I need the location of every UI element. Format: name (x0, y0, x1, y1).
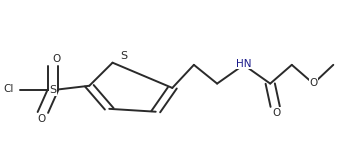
Text: O: O (309, 78, 317, 88)
Text: O: O (273, 108, 281, 118)
Text: Cl: Cl (3, 84, 14, 94)
Text: O: O (37, 114, 45, 124)
Text: HN: HN (236, 59, 251, 69)
Text: S: S (49, 85, 56, 95)
Text: S: S (121, 51, 128, 61)
Text: O: O (52, 54, 60, 64)
